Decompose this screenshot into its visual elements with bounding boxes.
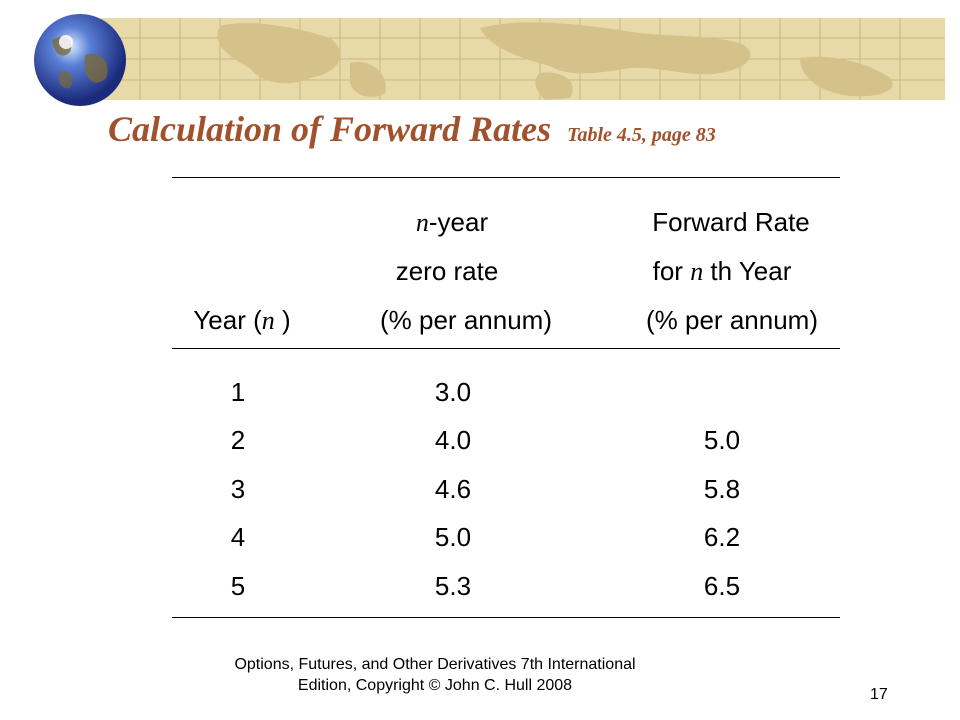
cell-forward-rate: 6.2	[703, 522, 741, 552]
header-zero-line2: zero rate	[395, 256, 499, 286]
title-main: Calculation of Forward Rates	[108, 109, 552, 149]
cell-zero-rate: 3.0	[434, 377, 472, 407]
cell-forward-rate: 5.0	[703, 425, 741, 455]
header-forward-line2: for n th Year	[652, 256, 792, 286]
cell-forward-rate: 6.5	[703, 571, 741, 601]
cell-year: 3	[230, 474, 246, 504]
header-zero-line3: (% per annum)	[380, 305, 552, 335]
cell-zero-rate: 5.0	[434, 522, 472, 552]
header-year: Year (n )	[193, 305, 291, 335]
table-header-rule	[172, 348, 840, 349]
cell-zero-rate: 5.3	[434, 571, 472, 601]
footer-copyright: Options, Futures, and Other Derivatives …	[180, 654, 690, 696]
title-subtitle: Table 4.5, page 83	[567, 124, 716, 146]
header-zero-line1: n-year	[415, 207, 489, 237]
cell-zero-rate: 4.0	[434, 425, 472, 455]
slide-title: Calculation of Forward Rates Table 4.5, p…	[108, 108, 716, 150]
cell-year: 2	[230, 425, 246, 455]
globe-icon	[30, 10, 130, 110]
cell-forward-rate: 5.8	[703, 474, 741, 504]
header-forward-line1: Forward Rate	[652, 207, 810, 237]
table-bottom-rule	[172, 617, 840, 618]
page-number: 17	[870, 686, 888, 703]
footer-line2: Edition, Copyright © John C. Hull 2008	[297, 677, 573, 694]
cell-year: 5	[230, 571, 246, 601]
cell-year: 1	[230, 377, 246, 407]
header-map-banner	[100, 18, 945, 100]
cell-year: 4	[230, 522, 246, 552]
cell-zero-rate: 4.6	[434, 474, 472, 504]
table-top-rule	[172, 177, 840, 178]
header-forward-line3: (% per annum)	[646, 305, 818, 335]
footer-line1: Options, Futures, and Other Derivatives …	[234, 656, 636, 673]
